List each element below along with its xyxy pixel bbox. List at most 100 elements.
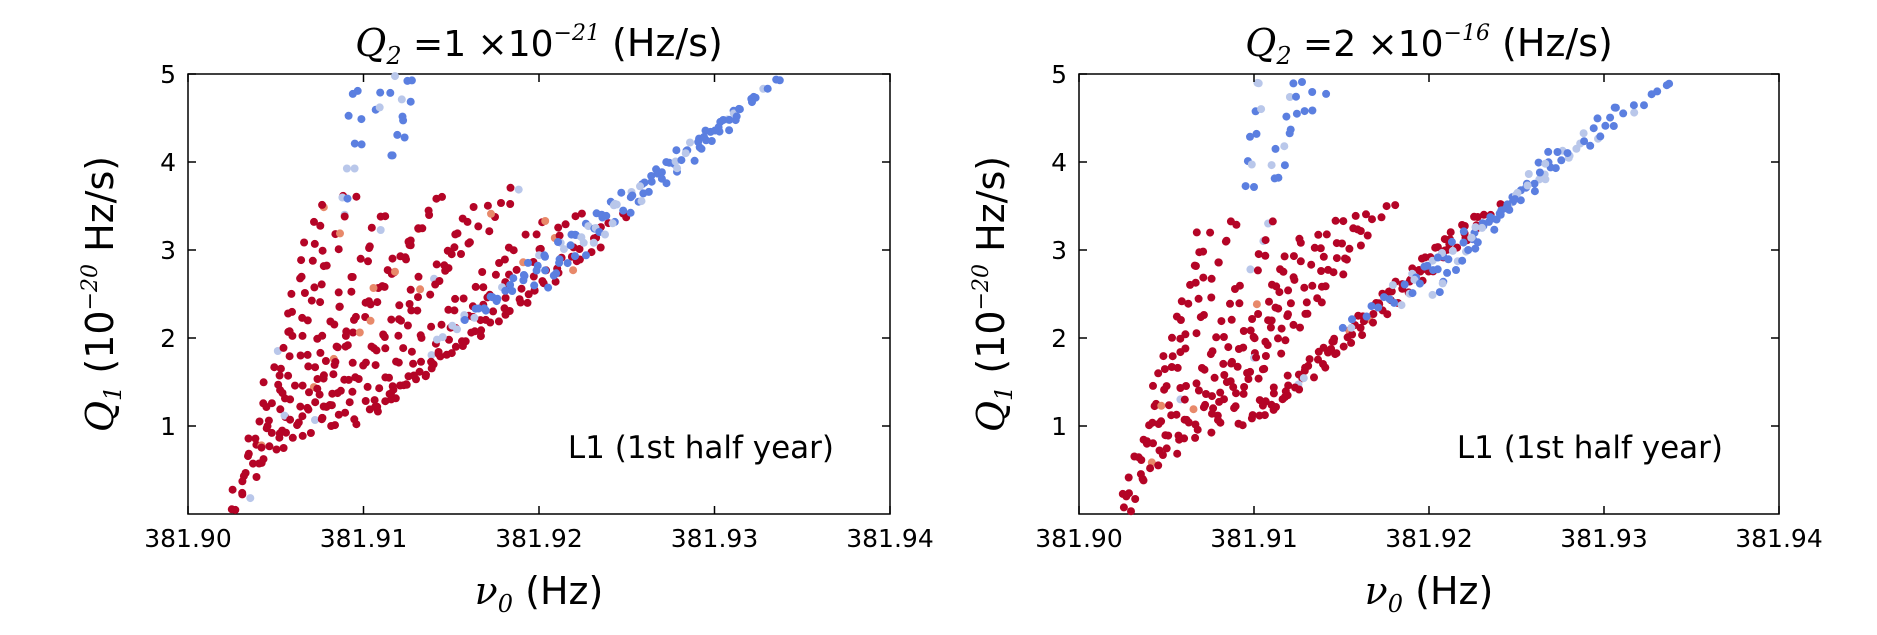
data-point: [677, 156, 686, 165]
data-point: [352, 192, 361, 201]
data-point: [1192, 329, 1201, 338]
data-point: [1281, 336, 1290, 345]
data-point: [1269, 383, 1278, 392]
data-point: [1459, 238, 1468, 247]
data-point: [376, 226, 385, 234]
data-point: [1154, 369, 1163, 378]
data-point: [626, 193, 635, 202]
data-point: [407, 347, 416, 356]
data-point: [495, 259, 504, 267]
data-point: [1541, 159, 1550, 168]
data-point: [1415, 279, 1424, 288]
data-point: [434, 348, 443, 356]
data-point: [427, 357, 436, 366]
data-point: [1154, 461, 1163, 470]
data-point: [1260, 411, 1269, 420]
data-point: [491, 270, 500, 279]
data-point: [391, 72, 399, 81]
data-point: [1241, 182, 1250, 191]
data-point: [1448, 246, 1457, 255]
data-point: [1158, 451, 1167, 459]
data-point: [1258, 365, 1267, 374]
data-point: [1220, 371, 1229, 379]
data-point: [315, 390, 324, 399]
data-point: [506, 281, 515, 289]
data-point: [241, 469, 250, 477]
data-point: [1286, 299, 1295, 308]
data-point: [1238, 421, 1247, 430]
data-point: [262, 403, 271, 411]
data-point: [1268, 217, 1277, 226]
data-point: [336, 229, 344, 238]
data-point: [1369, 318, 1377, 327]
data-point: [1347, 338, 1356, 347]
data-point: [1356, 241, 1365, 250]
data-point: [1122, 492, 1131, 501]
data-point: [582, 251, 590, 260]
data-point: [371, 361, 380, 370]
data-point: [1418, 254, 1426, 263]
data-point: [1234, 345, 1243, 353]
data-point: [1149, 381, 1157, 390]
data-point: [465, 238, 474, 247]
data-point: [1191, 262, 1200, 270]
data-point: [719, 116, 728, 124]
data-point: [575, 245, 584, 253]
data-point: [1248, 315, 1257, 323]
data-point: [311, 416, 319, 424]
data-point: [470, 313, 479, 322]
data-point: [509, 274, 518, 283]
x-tick-label: 381.94: [1735, 524, 1822, 553]
data-point: [370, 396, 379, 405]
data-point: [1285, 93, 1294, 101]
data-point: [403, 321, 412, 330]
data-point: [311, 363, 320, 372]
data-point: [601, 230, 609, 239]
data-point: [1277, 324, 1286, 333]
data-point: [1339, 270, 1348, 279]
data-point: [1192, 379, 1201, 388]
data-point: [1194, 294, 1203, 303]
data-point: [1338, 239, 1346, 248]
data-point: [1284, 286, 1293, 295]
data-point: [310, 217, 318, 226]
data-point: [1589, 124, 1598, 133]
data-point: [514, 185, 523, 194]
data-point: [1280, 252, 1289, 261]
data-point: [596, 243, 605, 252]
data-point: [438, 333, 447, 342]
data-point: [535, 245, 544, 254]
data-point: [477, 326, 486, 335]
data-point: [1458, 221, 1467, 229]
data-point: [1246, 132, 1254, 141]
data-point: [1329, 268, 1338, 277]
data-point: [1530, 179, 1539, 188]
data-point: [1214, 258, 1223, 267]
data-point: [735, 104, 743, 113]
data-point: [1250, 183, 1258, 191]
data-point: [1194, 386, 1203, 395]
y-tick-label: 1: [1051, 412, 1067, 441]
data-point: [244, 449, 253, 458]
data-point: [1233, 362, 1242, 371]
data-point: [416, 285, 425, 294]
data-point: [357, 115, 366, 124]
data-point: [487, 209, 495, 218]
data-point: [690, 156, 699, 165]
data-point: [1630, 108, 1639, 117]
data-point: [1239, 389, 1248, 398]
data-point: [451, 342, 460, 351]
data-point: [1471, 244, 1480, 253]
data-point: [438, 192, 446, 201]
data-point: [259, 378, 268, 387]
data-point: [1400, 280, 1409, 289]
data-point: [1261, 236, 1270, 245]
data-point: [298, 381, 307, 390]
data-point: [1296, 257, 1305, 266]
data-point: [1490, 225, 1499, 234]
data-point: [1356, 227, 1365, 235]
data-point: [1300, 366, 1309, 375]
data-point: [523, 298, 532, 307]
data-point: [506, 200, 515, 208]
data-point: [1535, 168, 1544, 177]
